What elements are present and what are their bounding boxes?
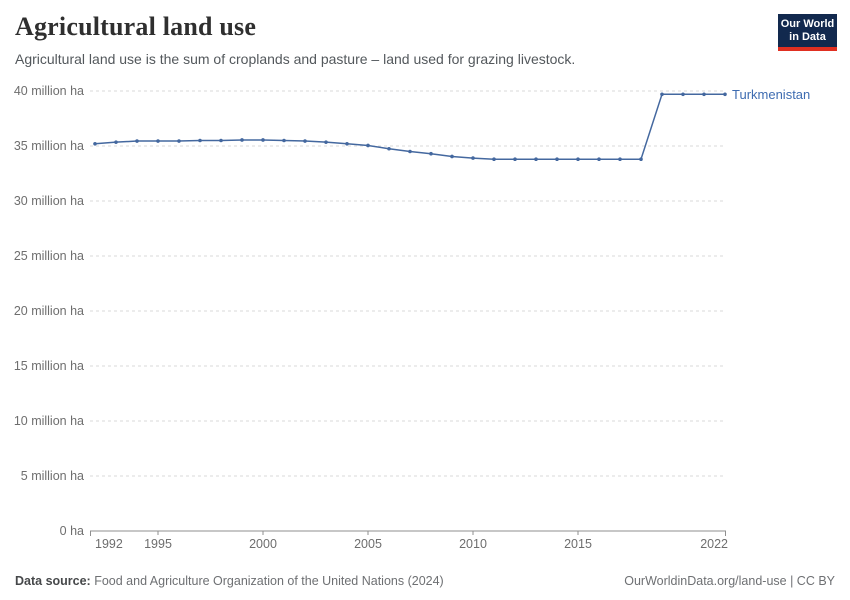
owid-logo-line1: Our World bbox=[780, 17, 835, 30]
y-axis-label: 0 ha bbox=[60, 524, 84, 538]
y-axis-label: 10 million ha bbox=[14, 414, 84, 428]
data-point[interactable] bbox=[282, 138, 286, 143]
y-axis-label: 40 million ha bbox=[14, 84, 84, 98]
data-source: Data source: Food and Agriculture Organi… bbox=[15, 574, 444, 588]
chart-footer: Data source: Food and Agriculture Organi… bbox=[0, 562, 850, 600]
y-axis-label: 5 million ha bbox=[21, 469, 84, 483]
chart-header: Agricultural land use Agricultural land … bbox=[15, 12, 755, 67]
data-point[interactable] bbox=[492, 157, 496, 161]
data-point[interactable] bbox=[219, 138, 223, 143]
data-point[interactable] bbox=[639, 157, 643, 161]
data-source-text: Food and Agriculture Organization of the… bbox=[90, 574, 444, 588]
data-point[interactable] bbox=[660, 92, 664, 97]
data-point[interactable] bbox=[597, 157, 601, 161]
y-axis-label: 30 million ha bbox=[14, 194, 84, 208]
data-point[interactable] bbox=[408, 149, 412, 154]
data-point[interactable] bbox=[135, 139, 139, 143]
data-point[interactable] bbox=[450, 154, 454, 159]
x-axis-label: 2000 bbox=[249, 537, 277, 551]
data-point[interactable] bbox=[366, 143, 370, 148]
data-point[interactable] bbox=[534, 157, 538, 161]
data-point[interactable] bbox=[471, 156, 475, 160]
x-axis-label: 2015 bbox=[564, 537, 592, 551]
data-line[interactable] bbox=[94, 93, 725, 160]
data-point[interactable] bbox=[240, 138, 244, 142]
data-point[interactable] bbox=[723, 92, 727, 97]
owid-logo[interactable]: Our World in Data bbox=[778, 14, 837, 51]
data-point[interactable] bbox=[618, 157, 622, 161]
chart-subtitle: Agricultural land use is the sum of crop… bbox=[15, 51, 576, 67]
chart-title: Agricultural land use bbox=[15, 12, 257, 41]
y-axis-label: 35 million ha bbox=[14, 139, 84, 153]
data-point[interactable] bbox=[681, 92, 685, 97]
data-point[interactable] bbox=[93, 142, 97, 146]
license-link[interactable]: OurWorldinData.org/land-use | CC BY bbox=[624, 574, 835, 588]
y-axis-label: 25 million ha bbox=[14, 249, 84, 263]
data-point[interactable] bbox=[324, 140, 328, 144]
data-point[interactable] bbox=[513, 157, 517, 161]
data-point[interactable] bbox=[114, 140, 118, 144]
data-point[interactable] bbox=[345, 142, 349, 146]
series-label[interactable]: Turkmenistan bbox=[732, 87, 810, 102]
data-point[interactable] bbox=[303, 139, 307, 143]
data-point[interactable] bbox=[387, 146, 391, 151]
x-axis-label: 1995 bbox=[144, 537, 172, 551]
y-axis-label: 15 million ha bbox=[14, 359, 84, 373]
x-axis-label: 2010 bbox=[459, 537, 487, 551]
data-point[interactable] bbox=[702, 92, 706, 97]
data-point[interactable] bbox=[576, 157, 580, 161]
data-source-label: Data source: bbox=[15, 574, 91, 588]
data-point[interactable] bbox=[156, 139, 160, 143]
x-axis-label: 1992 bbox=[95, 537, 123, 551]
owid-logo-line2: in Data bbox=[789, 30, 826, 43]
y-axis-label: 20 million ha bbox=[14, 304, 84, 318]
data-point[interactable] bbox=[261, 138, 265, 142]
data-point[interactable] bbox=[555, 157, 559, 161]
x-axis-label: 2022 bbox=[700, 537, 728, 551]
data-point[interactable] bbox=[177, 139, 181, 143]
x-axis-label: 2005 bbox=[354, 537, 382, 551]
data-point[interactable] bbox=[198, 138, 202, 143]
data-point[interactable] bbox=[429, 151, 433, 156]
